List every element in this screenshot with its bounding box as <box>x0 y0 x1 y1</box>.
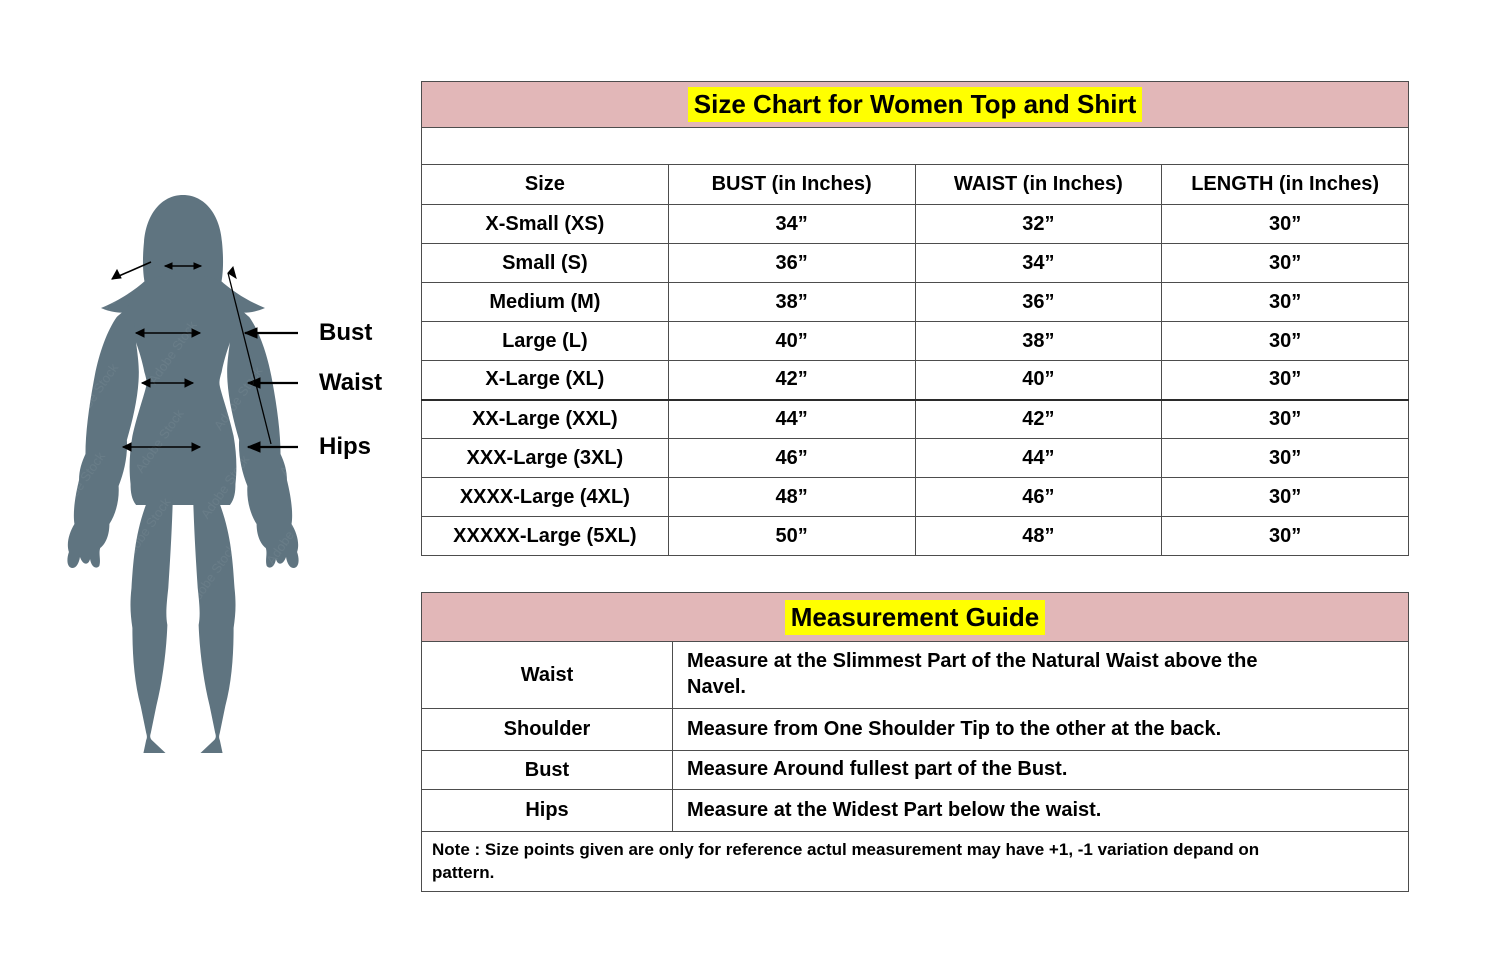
svg-text:Bust: Bust <box>319 319 372 346</box>
svg-text:Waist: Waist <box>319 369 382 396</box>
svg-text:Adobe Stock: Adobe Stock <box>342 455 397 524</box>
svg-text:Adobe Stock: Adobe Stock <box>329 544 384 613</box>
svg-text:Adobe Stock: Adobe Stock <box>316 632 371 701</box>
svg-text:Adobe Stock: Adobe Stock <box>250 586 305 655</box>
svg-text:Adobe Stock: Adobe Stock <box>14 226 69 295</box>
svg-text:Adobe Stock: Adobe Stock <box>1 314 56 383</box>
svg-text:Hips: Hips <box>319 433 371 460</box>
svg-text:Adobe Stock: Adobe Stock <box>0 403 43 472</box>
